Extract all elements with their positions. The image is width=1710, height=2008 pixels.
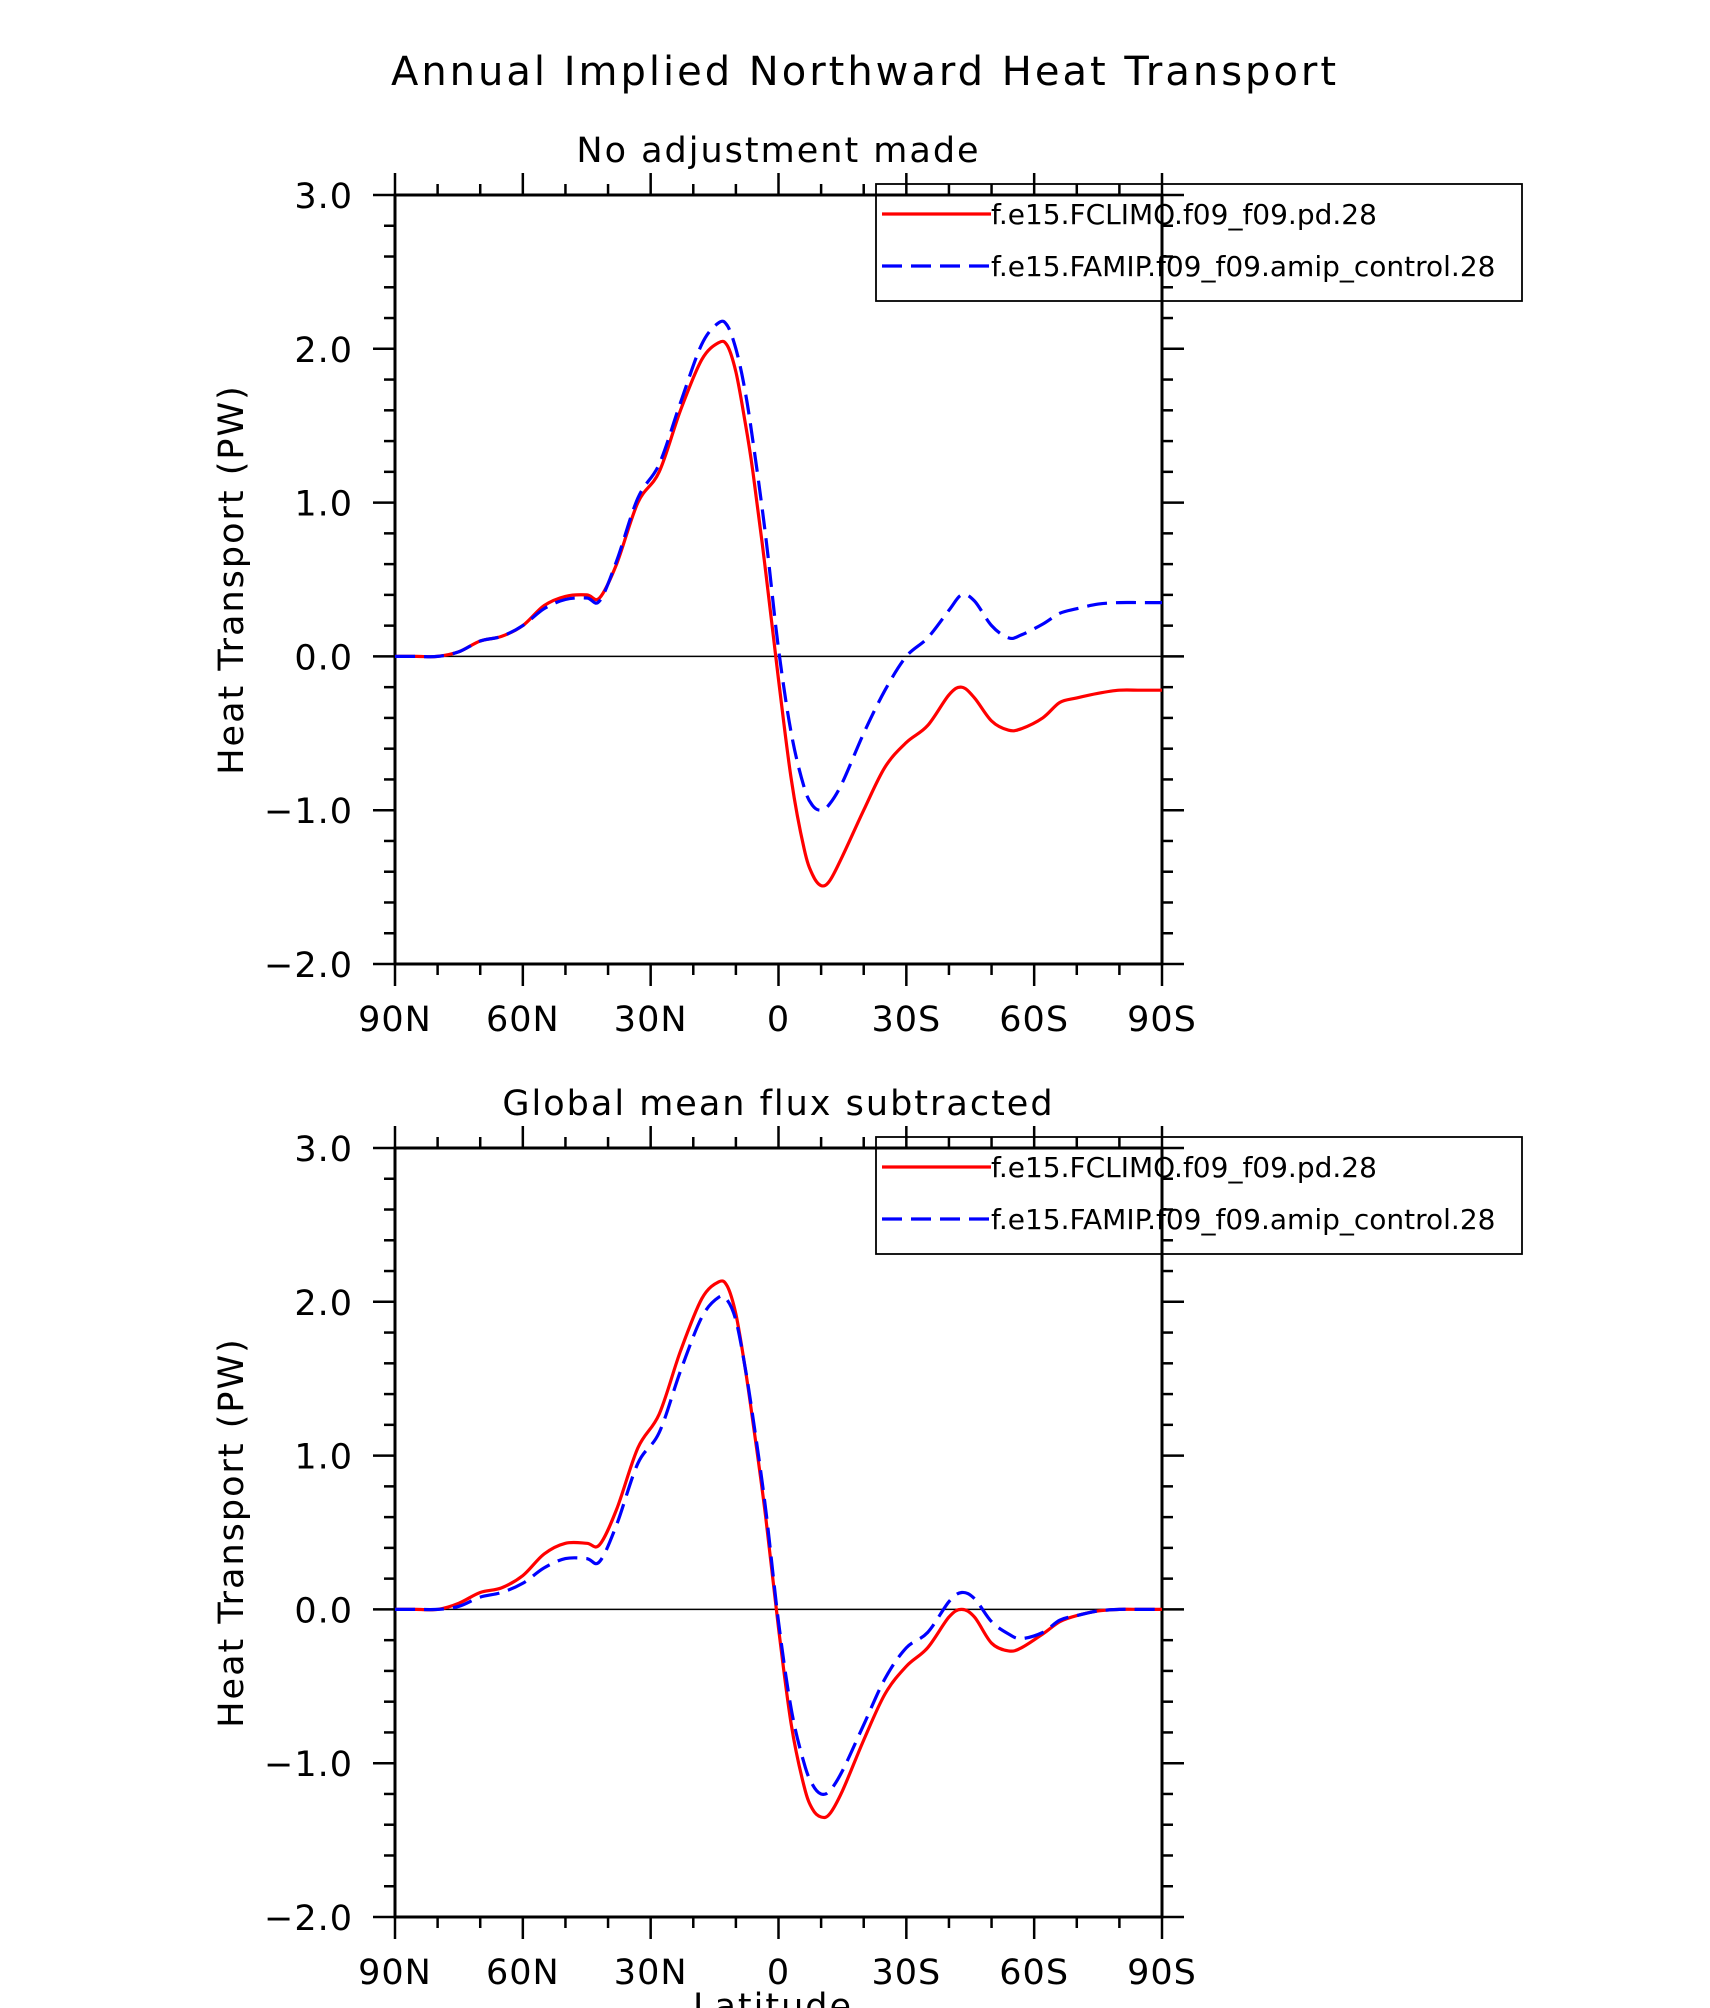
legend-label-1: f.e15.FCLIMO.f09_f09.pd.28 [991, 1151, 1377, 1184]
x-tick-label: 0 [767, 1000, 790, 1040]
panel-top: No adjustment made3.02.01.00.0−1.0−2.090… [212, 131, 1523, 1040]
y-axis-label: Heat Transport (PW) [212, 1337, 252, 1728]
legend-box [875, 183, 1523, 302]
y-tick-label: −1.0 [264, 1745, 353, 1785]
y-tick-label: 0.0 [294, 638, 353, 678]
x-tick-label: 0 [767, 1953, 790, 1993]
legend-label-2: f.e15.FAMIP.f09_f09.amip_control.28 [991, 1203, 1495, 1236]
y-tick-label: −2.0 [264, 946, 353, 986]
x-tick-label: 30N [614, 1953, 688, 1993]
panel-title: Global mean flux subtracted [502, 1084, 1054, 1124]
x-tick-label: 60N [486, 1000, 560, 1040]
x-axis-label: Latitude [693, 1987, 853, 2008]
x-tick-label: 90S [1127, 1953, 1197, 1993]
x-tick-label: 30S [871, 1953, 941, 1993]
panel-bottom: Global mean flux subtracted 3.0 2.0 1.0 0.0 −… [212, 1084, 1523, 1993]
panel-title: No adjustment made [576, 131, 980, 171]
figure-title: Annual Implied Northward Heat Transport [391, 49, 1339, 95]
x-tick-label: 90N [358, 1953, 432, 1993]
y-tick-label: 2.0 [294, 331, 353, 371]
x-tick-label: 60N [486, 1953, 560, 1993]
x-tick-label: 60S [999, 1000, 1069, 1040]
legend-label-1: f.e15.FCLIMO.f09_f09.pd.28 [991, 198, 1377, 231]
legend-box [875, 1136, 1523, 1255]
x-tick-label: 30S [871, 1000, 941, 1040]
x-tick-label: 60S [999, 1953, 1069, 1993]
y-tick-label: 1.0 [294, 485, 353, 525]
y-tick-label: 3.0 [294, 177, 353, 217]
x-tick-label: 90S [1127, 1000, 1197, 1040]
series-line-2 [395, 319, 1162, 812]
y-axis-label: Heat Transport (PW) [212, 384, 252, 775]
y-tick-label: −2.0 [264, 1899, 353, 1939]
y-tick-label: 0.0 [294, 1591, 353, 1631]
series-line-1 [395, 339, 1162, 888]
y-tick-label: 1.0 [294, 1438, 353, 1478]
x-tick-label: 90N [358, 1000, 432, 1040]
y-tick-label: 3.0 [294, 1130, 353, 1170]
series-line-2 [394, 1294, 1162, 1797]
y-tick-label: −1.0 [264, 792, 353, 832]
legend-label-2: f.e15.FAMIP.f09_f09.amip_control.28 [991, 250, 1495, 283]
x-tick-label: 30N [614, 1000, 688, 1040]
y-tick-label: 2.0 [294, 1284, 353, 1324]
